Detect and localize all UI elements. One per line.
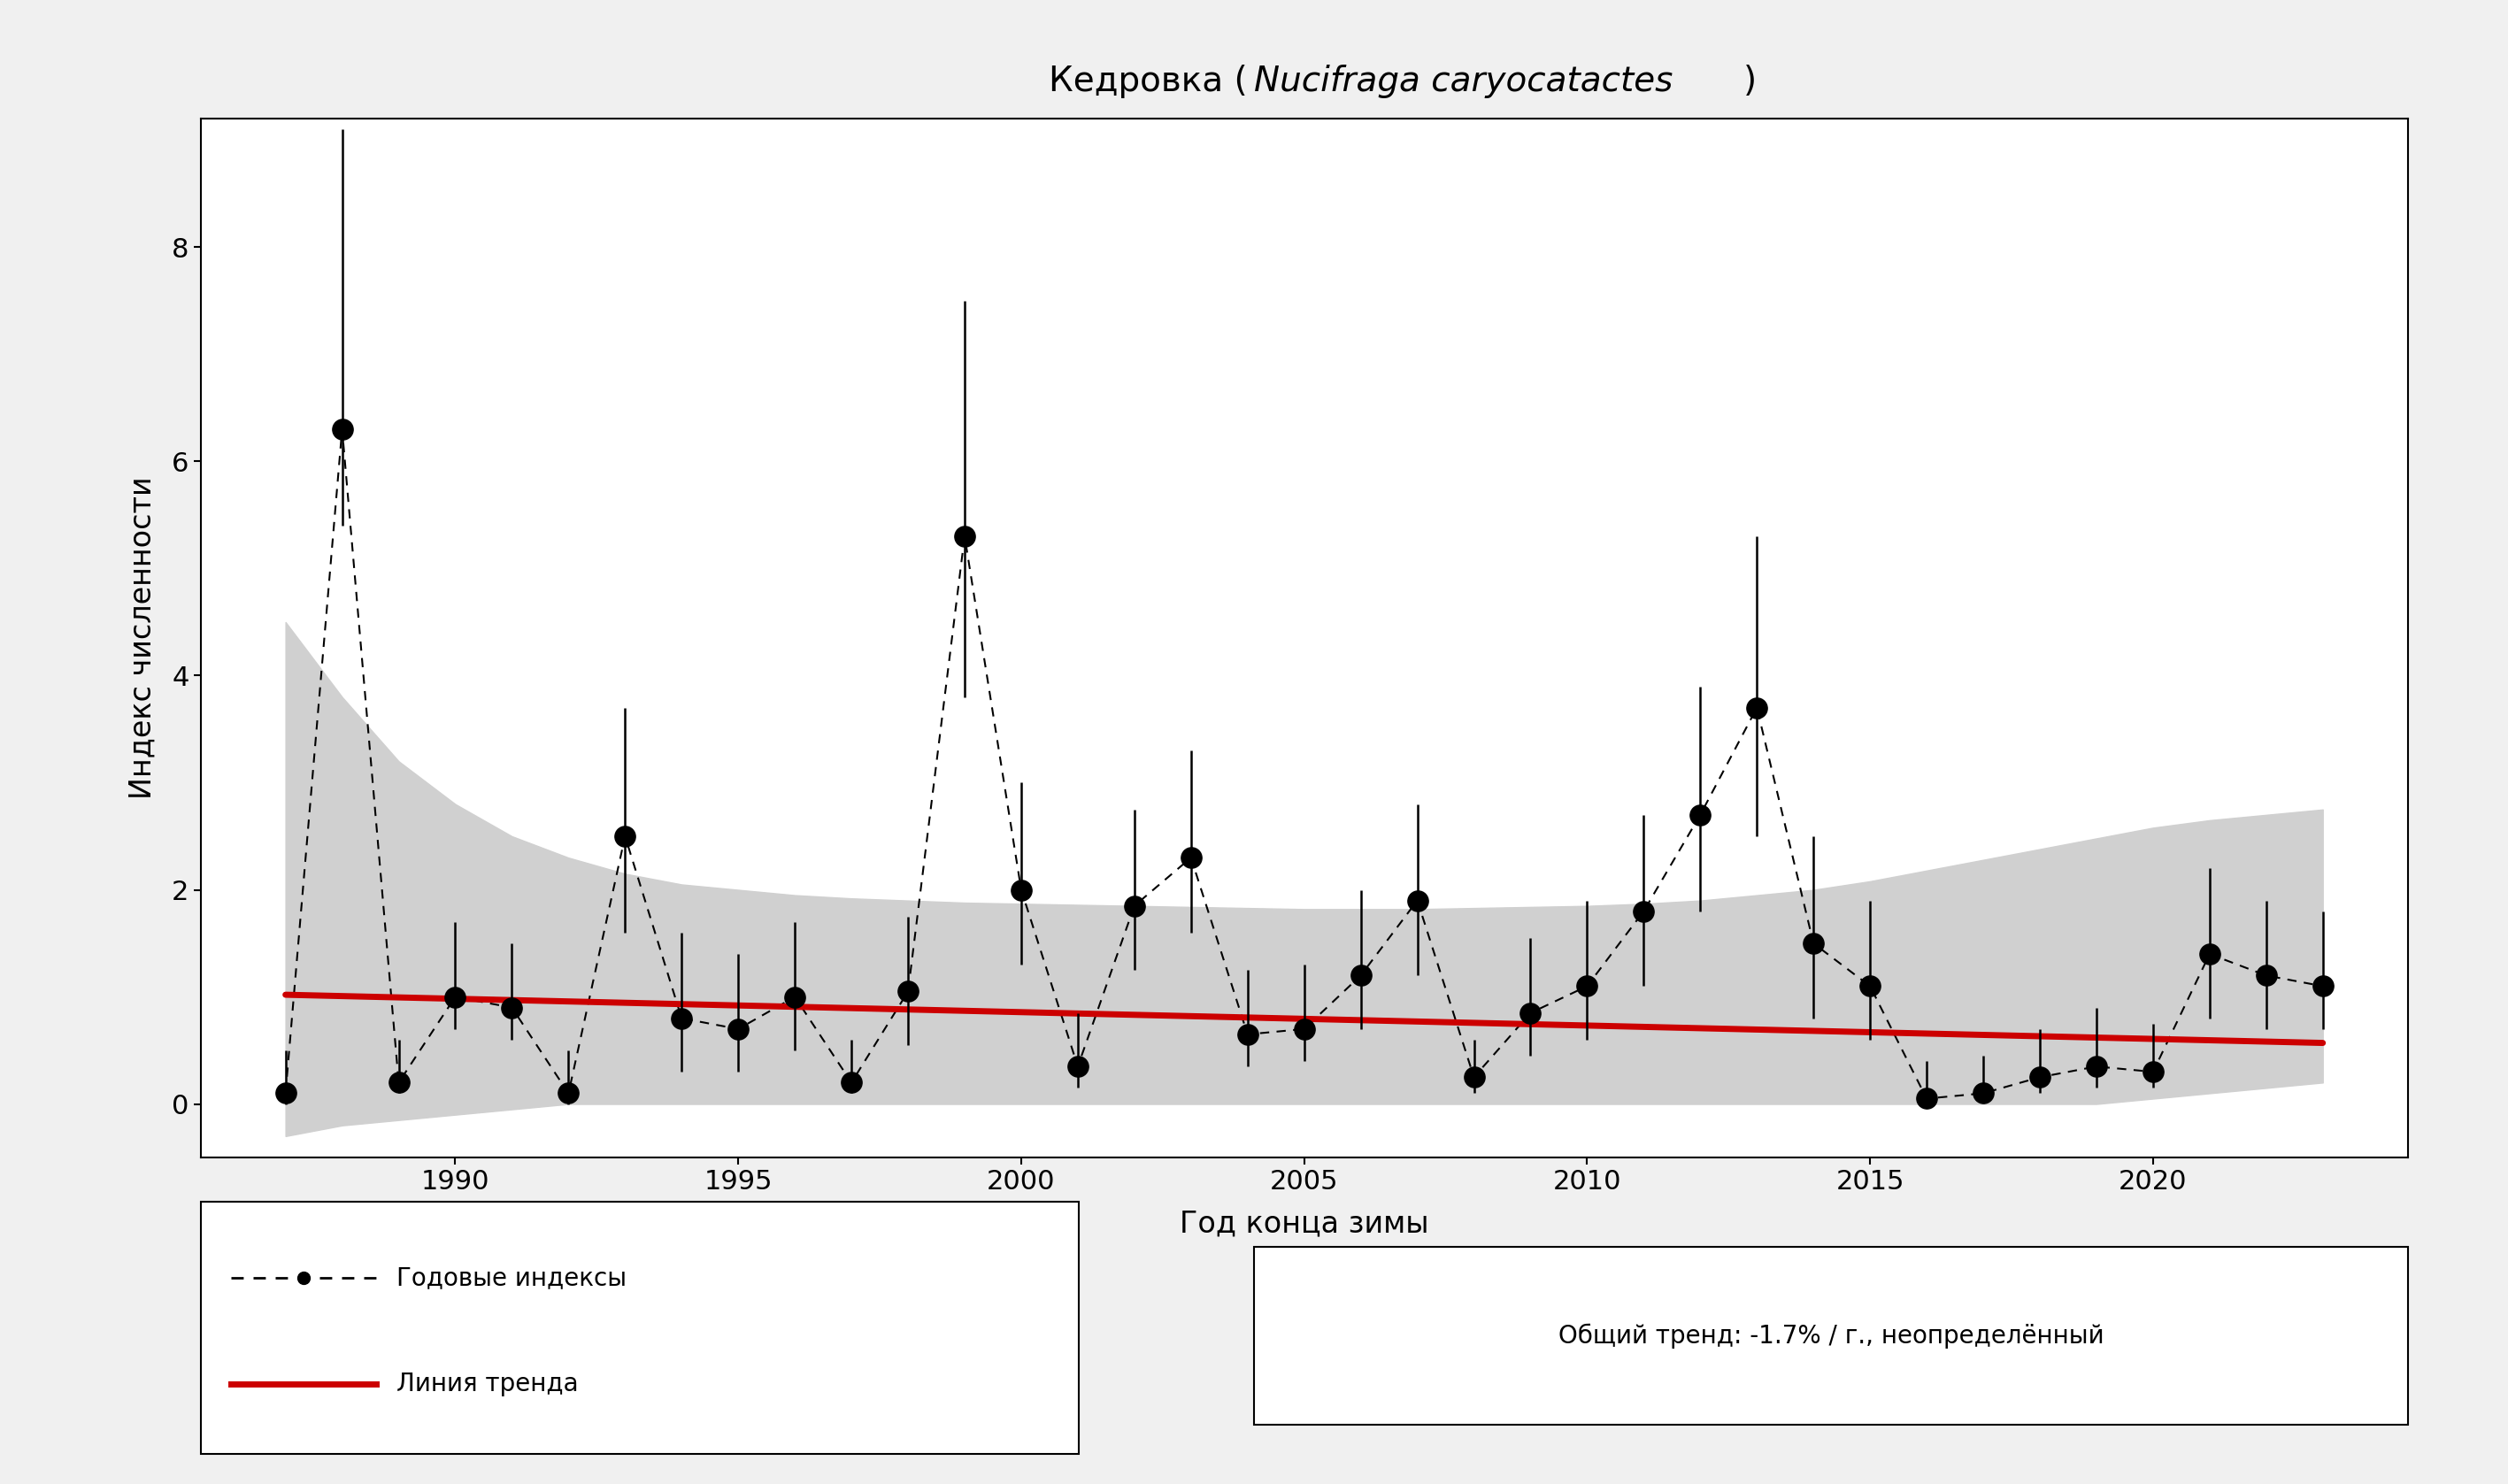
Point [604,825,645,849]
Text: Линия тренда: Линия тренда [396,1371,579,1396]
Point [2302,975,2342,999]
Point [1623,899,1663,923]
Point [1738,696,1778,720]
Y-axis label: Индекс численности: Индекс численности [128,476,158,800]
Point [1058,1055,1099,1079]
Point [379,1070,419,1094]
Point [1793,932,1833,956]
Text: Годовые индексы: Годовые индексы [396,1266,627,1290]
Point [1284,1017,1324,1040]
Point [1001,879,1041,902]
Point [1171,846,1211,870]
Point [1114,893,1154,917]
Text: Кедровка (: Кедровка ( [1048,65,1254,98]
Point [1680,803,1720,827]
X-axis label: Год конца зимы: Год конца зимы [1179,1209,1430,1239]
Point [1226,1022,1267,1046]
Point [321,417,361,441]
Point [549,1082,589,1106]
Point [436,985,477,1009]
Point [2247,963,2287,987]
Point [492,996,532,1020]
Point [1342,963,1382,987]
Point [946,524,986,548]
Point [1455,1066,1495,1089]
Point [266,1082,306,1106]
Point [1510,1002,1550,1025]
Point [2132,1060,2172,1083]
Point [1568,975,1608,999]
Point [717,1017,757,1040]
Point [1906,1086,1946,1110]
Point [1397,889,1437,913]
Point [2189,942,2230,966]
Point [662,1006,702,1030]
Point [830,1070,870,1094]
Point [888,979,928,1003]
Point [2019,1066,2059,1089]
Point [1964,1082,2004,1106]
Text: Общий тренд: -1.7% / г., неопределённый: Общий тренд: -1.7% / г., неопределённый [1557,1324,2104,1347]
Point [775,985,815,1009]
Text: ): ) [1743,65,1756,98]
Text: Nucifraga caryocatactes: Nucifraga caryocatactes [1254,65,1673,98]
Point [1851,975,1891,999]
Point [2077,1055,2117,1079]
